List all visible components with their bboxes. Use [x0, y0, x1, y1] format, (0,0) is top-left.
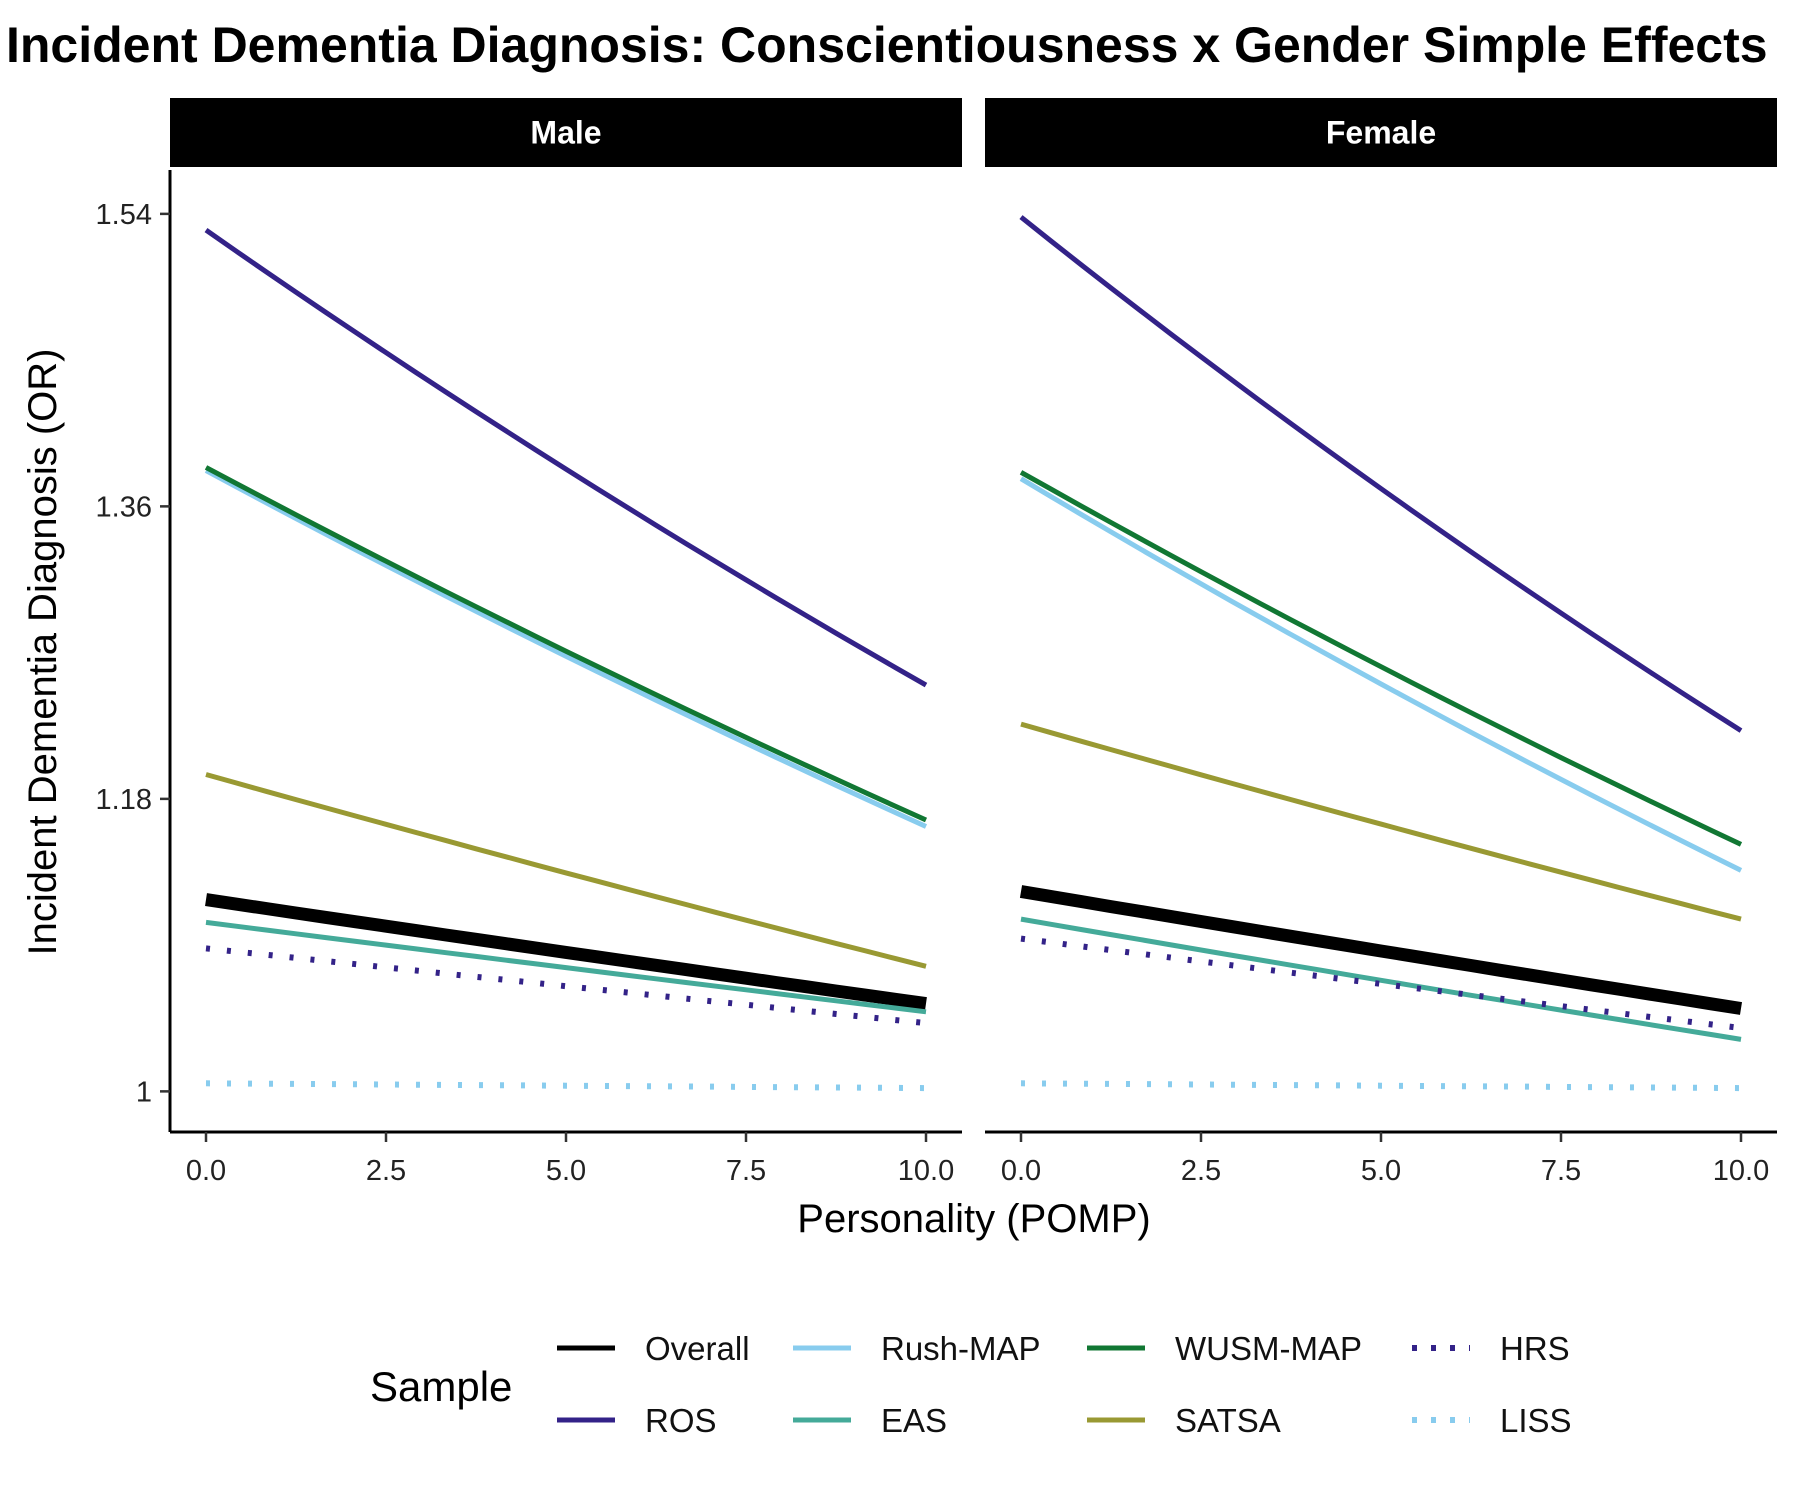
x-tick-label: 0.0 — [186, 1155, 226, 1187]
facet-strip-label: Female — [1326, 115, 1436, 151]
x-tick-label: 5.0 — [546, 1155, 586, 1187]
legend-label: WUSM-MAP — [1175, 1330, 1362, 1367]
series-line-ros — [1019, 215, 1743, 733]
facet-strip — [985, 98, 1777, 167]
series-line-satsa — [1020, 721, 1742, 922]
series-line-rush-map — [204, 468, 928, 829]
legend-item-overall: Overall — [557, 1330, 750, 1367]
x-tick-label: 7.5 — [726, 1155, 766, 1187]
legend-item-ros: ROS — [557, 1402, 717, 1439]
x-tick-label: 2.5 — [1181, 1155, 1221, 1187]
x-tick-label: 7.5 — [1541, 1155, 1581, 1187]
y-tick-label: 1.18 — [96, 784, 152, 816]
x-tick-label: 5.0 — [1361, 1155, 1401, 1187]
series-line-ros — [204, 228, 928, 688]
y-axis: 1 1.18 1.36 1.54 — [96, 170, 172, 1132]
series-line-wusm-map — [1019, 470, 1743, 847]
legend-label: LISS — [1500, 1402, 1572, 1439]
facet-panels: Male 0.0 2.5 5.0 7.5 10.0 Female 0.0 2.5 5.0 7.5 10… — [96, 98, 1777, 1187]
series-line-overall — [1019, 885, 1743, 1015]
legend-label: SATSA — [1175, 1402, 1281, 1439]
legend-item-hrs: HRS — [1412, 1330, 1570, 1367]
chart-title: Incident Dementia Diagnosis: Conscientio… — [6, 17, 1768, 73]
facet-panel-male: Male 0.0 2.5 5.0 7.5 10.0 — [170, 98, 962, 1187]
y-axis-title: Incident Dementia Diagnosis (OR) — [21, 349, 65, 956]
legend-item-satsa: SATSA — [1087, 1402, 1281, 1439]
x-tick-label: 10.0 — [1713, 1155, 1769, 1187]
series-line-overall — [205, 893, 927, 1011]
legend-label: Rush-MAP — [881, 1330, 1041, 1367]
series-line-liss — [205, 1080, 927, 1092]
x-axis-title: Personality (POMP) — [797, 1197, 1150, 1241]
x-tick-label: 2.5 — [366, 1155, 406, 1187]
series-line-eas — [205, 919, 927, 1015]
facet-panel-female: Female 0.0 2.5 5.0 7.5 10.0 — [985, 98, 1777, 1187]
series-line-wusm-map — [204, 465, 928, 823]
x-tick-label: 0.0 — [1001, 1155, 1041, 1187]
y-tick-label: 1.36 — [96, 491, 152, 523]
legend-label: EAS — [881, 1402, 947, 1439]
legend-label: Overall — [645, 1330, 750, 1367]
facet-strip — [170, 98, 962, 167]
x-tick-label: 10.0 — [898, 1155, 954, 1187]
legend-item-wusm-map: WUSM-MAP — [1087, 1330, 1362, 1367]
legend-items: Overall ROS Rush-MAP EAS WUSM-MAP SATSA HRS LIS… — [557, 1330, 1572, 1439]
series-line-rush-map — [1019, 476, 1743, 873]
legend-label: HRS — [1500, 1330, 1570, 1367]
series-line-eas — [1020, 916, 1742, 1042]
legend-label: ROS — [645, 1402, 717, 1439]
legend-item-liss: LISS — [1412, 1402, 1572, 1439]
legend: Sample Overall ROS Rush-MAP EAS WUSM-MAP SATS… — [370, 1330, 1572, 1439]
y-tick-label: 1.54 — [96, 199, 152, 231]
legend-title: Sample — [370, 1363, 512, 1410]
legend-item-eas: EAS — [793, 1402, 947, 1439]
legend-item-rush-map: Rush-MAP — [793, 1330, 1041, 1367]
series-line-liss — [1020, 1080, 1742, 1092]
y-tick-label: 1 — [136, 1076, 152, 1108]
facet-strip-label: Male — [530, 115, 601, 151]
series-line-satsa — [205, 772, 927, 969]
